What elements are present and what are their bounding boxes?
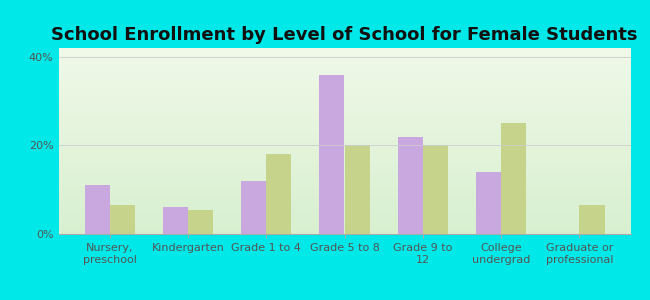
Bar: [188, 210, 213, 234]
Bar: [319, 75, 344, 234]
Bar: [266, 154, 291, 234]
Bar: [110, 205, 135, 234]
Bar: [398, 136, 423, 234]
Title: School Enrollment by Level of School for Female Students: School Enrollment by Level of School for…: [51, 26, 638, 44]
Bar: [422, 146, 448, 234]
Bar: [579, 205, 604, 234]
Bar: [501, 123, 526, 234]
Bar: [84, 185, 110, 234]
Bar: [476, 172, 501, 234]
Bar: [241, 181, 266, 234]
Bar: [344, 146, 370, 234]
Bar: [162, 207, 188, 234]
